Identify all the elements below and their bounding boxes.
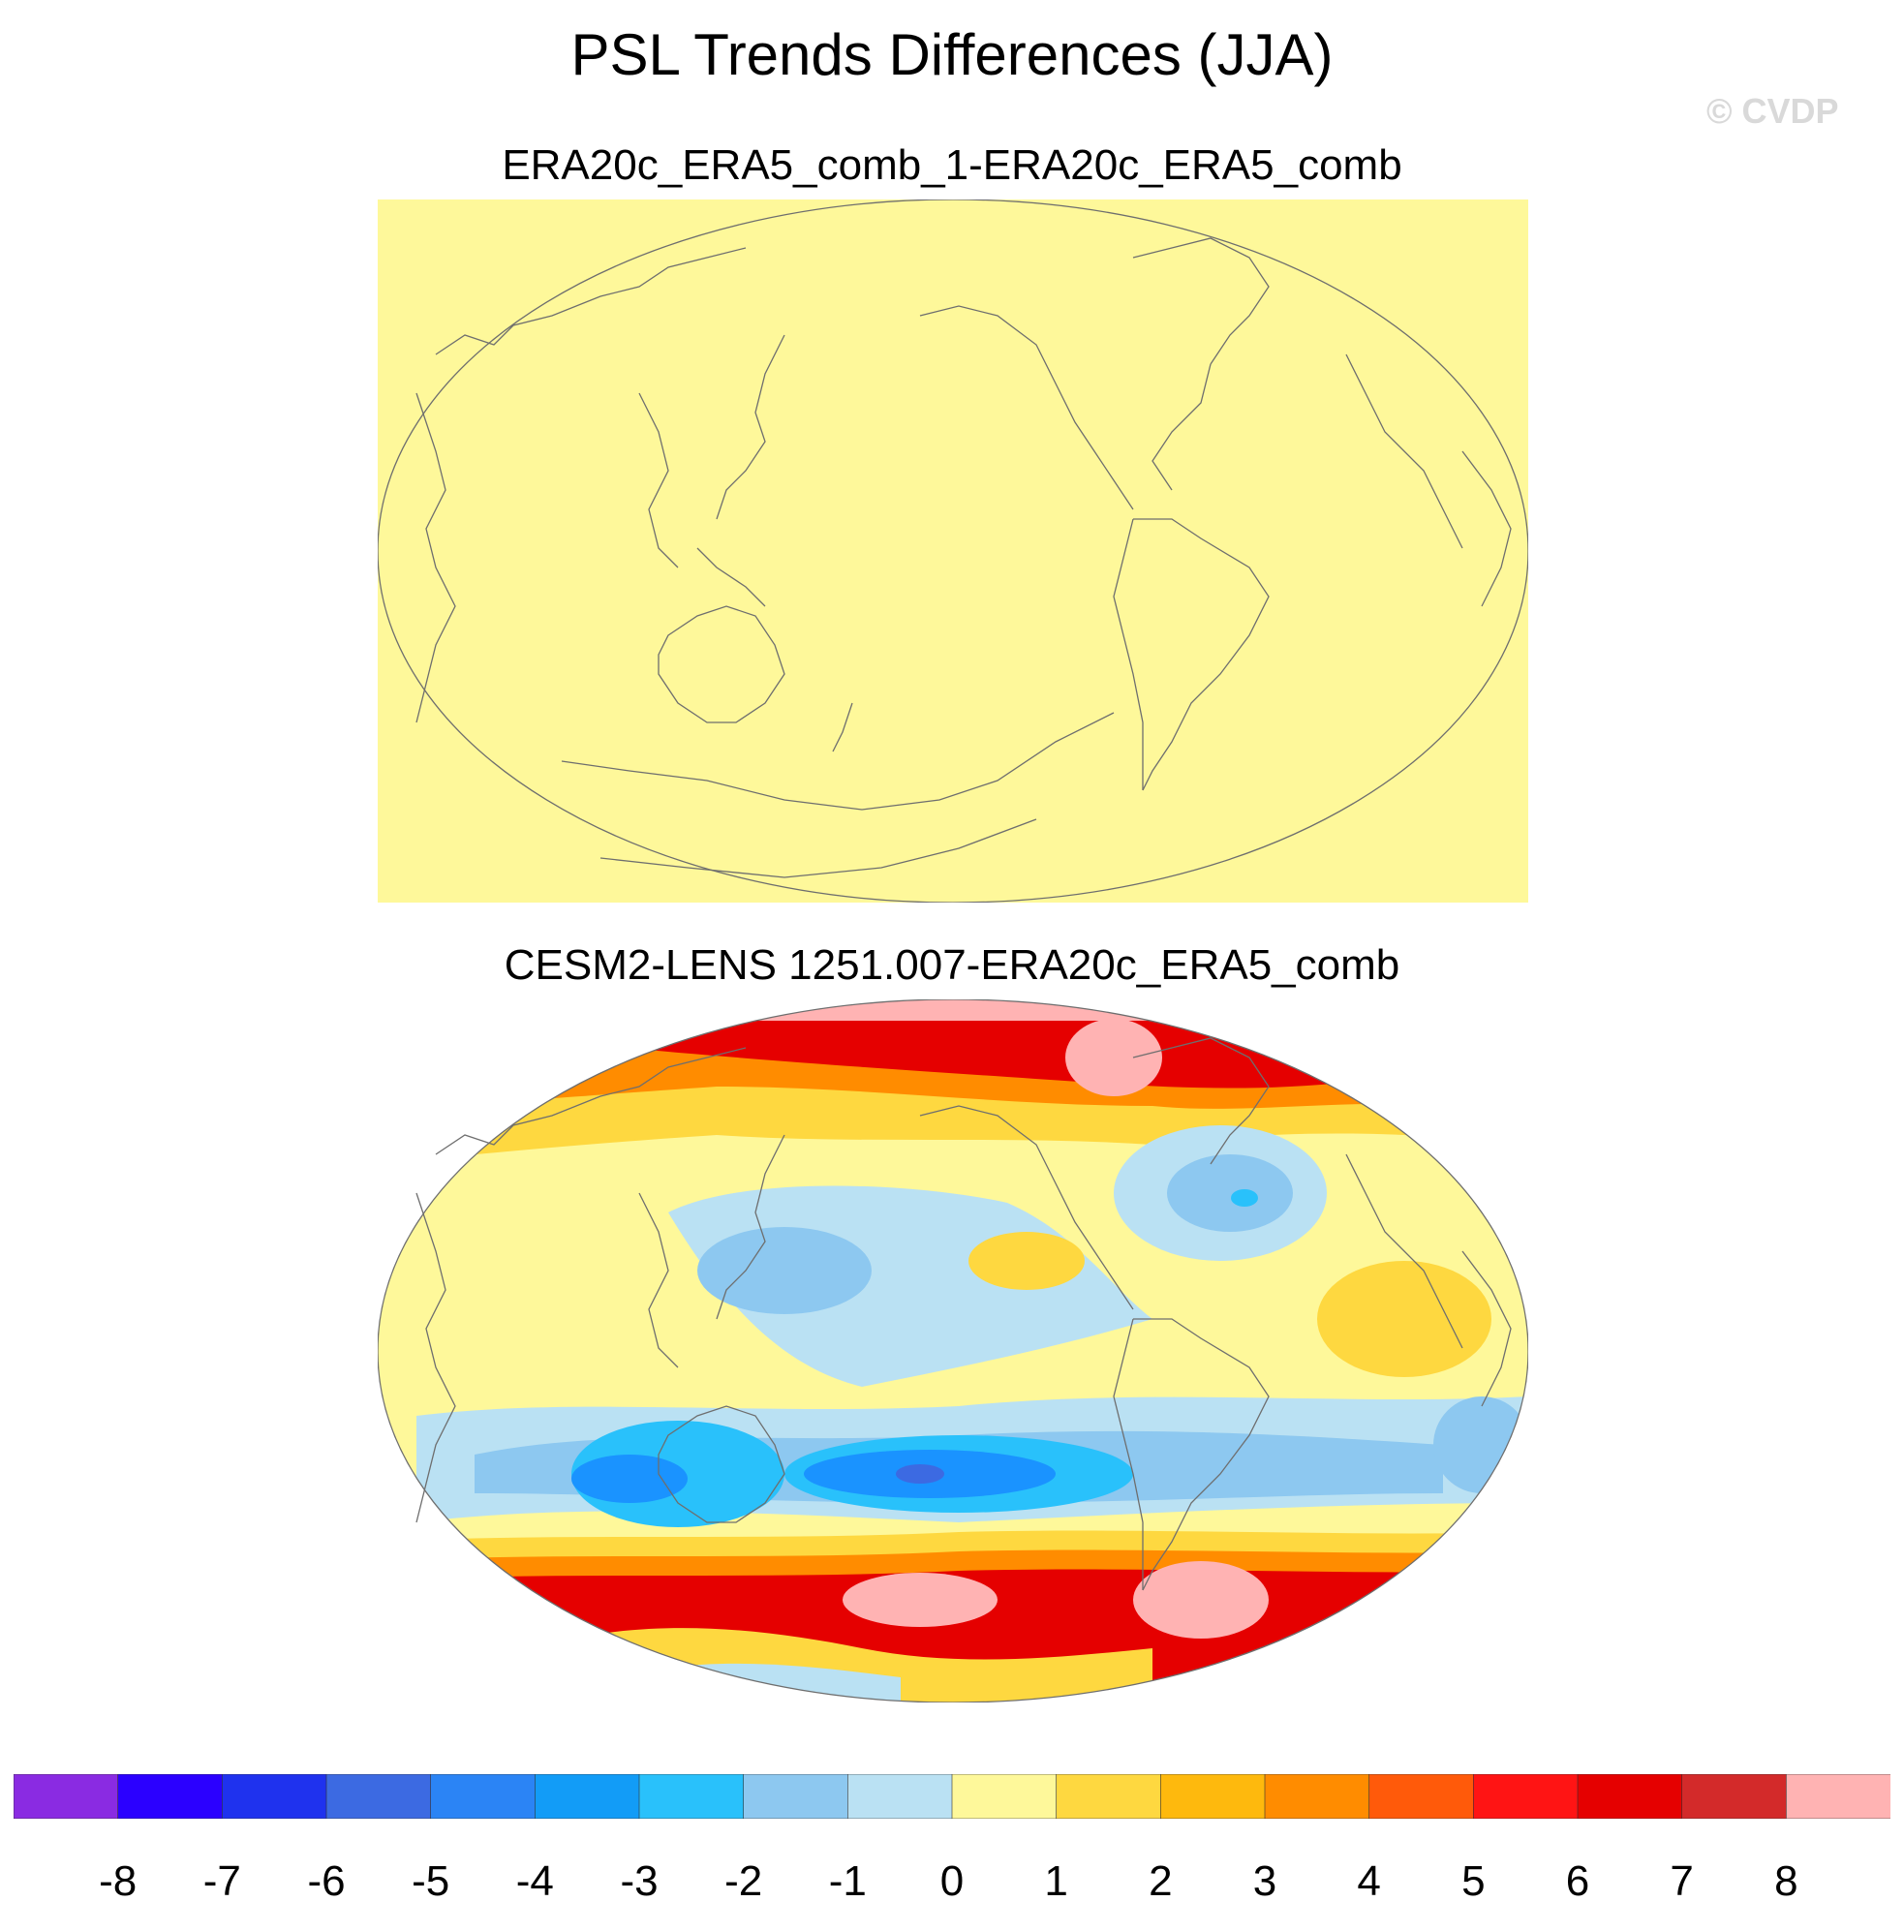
colorbar-box	[1160, 1774, 1266, 1819]
colorbar-tick-label: 7	[1670, 1857, 1694, 1905]
colorbar-box	[535, 1774, 640, 1819]
colorbar-box	[1786, 1774, 1890, 1819]
colorbar-box	[1681, 1774, 1788, 1819]
colorbar-tick-label: 3	[1252, 1857, 1277, 1905]
south-indian-core	[571, 1455, 688, 1503]
panel-2-subtitle: CESM2-LENS 1251.007-ERA20c_ERA5_comb	[504, 941, 1400, 989]
north-atlantic-low	[1167, 1154, 1293, 1232]
colorbar-box	[743, 1774, 849, 1819]
east-edge-low	[1433, 1396, 1528, 1493]
southern-high-atlantic	[1133, 1561, 1269, 1639]
panel-1-subtitle: ERA20c_ERA5_comb_1-ERA20c_ERA5_comb	[502, 141, 1402, 189]
colorbar-tick-label: -2	[724, 1857, 763, 1905]
colorbar-tick-label: 8	[1774, 1857, 1798, 1905]
south-atlantic-high	[1317, 1261, 1491, 1377]
colorbar-tick-label: -3	[620, 1857, 659, 1905]
colorbar-box	[951, 1774, 1058, 1819]
colorbar-box	[1473, 1774, 1579, 1819]
colorbar-tick-label: 0	[939, 1857, 965, 1905]
colorbar-tick-label: -5	[412, 1857, 450, 1905]
colorbar-tick-label: 1	[1044, 1857, 1068, 1905]
panel-1-field	[378, 199, 1528, 903]
colorbar-tick-label: -7	[202, 1857, 241, 1905]
colorbar-box	[430, 1774, 537, 1819]
colorbar-tick-label: 5	[1461, 1857, 1486, 1905]
colorbar-box	[847, 1774, 953, 1819]
figure-title: PSL Trends Differences (JJA)	[570, 22, 1334, 87]
colorbar-box	[222, 1774, 327, 1819]
colorbar-tick-label: -6	[307, 1857, 346, 1905]
cvdp-watermark: © CVDP	[1706, 91, 1839, 131]
colorbar	[14, 1774, 1890, 1819]
colorbar-tick-label: -1	[828, 1857, 867, 1905]
colorbar-tick-label: 6	[1565, 1857, 1590, 1905]
colorbar-box	[14, 1774, 119, 1819]
coastlines	[378, 999, 1528, 1702]
panel-2-map	[378, 999, 1528, 1702]
colorbar-box	[638, 1774, 745, 1819]
colorbar-box	[1368, 1774, 1475, 1819]
east-pacific-high	[968, 1232, 1085, 1290]
north-atlantic-core	[1231, 1189, 1258, 1207]
colorbar-box	[1056, 1774, 1162, 1819]
colorbar-tick-label: -4	[515, 1857, 554, 1905]
arctic-high-lobe	[1065, 1019, 1162, 1096]
colorbar-box	[1577, 1774, 1683, 1819]
north-pacific-low	[697, 1227, 872, 1314]
panel-1-map	[378, 199, 1528, 903]
colorbar-box	[325, 1774, 432, 1819]
colorbar-tick-label: 4	[1357, 1857, 1381, 1905]
colorbar-box	[117, 1774, 224, 1819]
coastlines	[378, 199, 1528, 903]
panel-2-field	[378, 999, 1528, 1702]
arctic-high	[562, 999, 1336, 1021]
colorbar-box	[1264, 1774, 1370, 1819]
colorbar-tick-label: -8	[99, 1857, 138, 1905]
colorbar-tick-label: 2	[1149, 1857, 1173, 1905]
southern-high-pacific	[843, 1573, 998, 1627]
south-pacific-core	[896, 1464, 944, 1484]
